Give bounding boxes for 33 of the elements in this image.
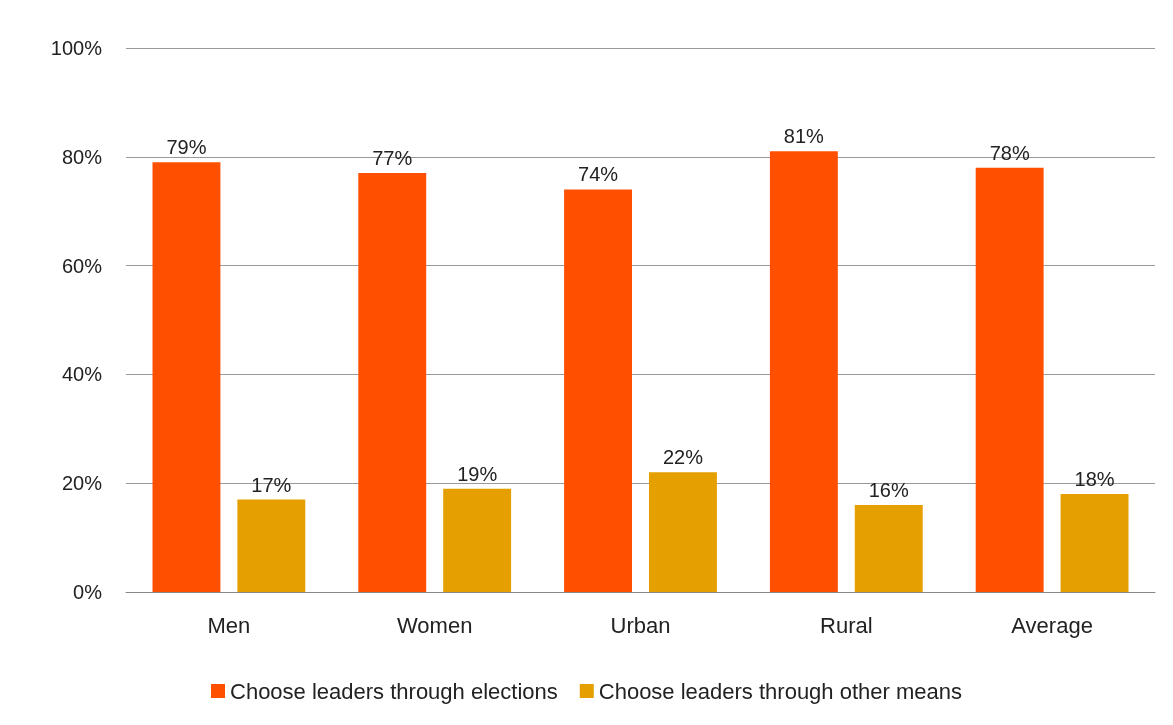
data-label: 18% [1074, 468, 1115, 491]
y-tick-label: 20% [61, 472, 103, 495]
bar [975, 167, 1044, 592]
data-label: 81% [783, 125, 825, 148]
x-tick-label: Women [397, 612, 473, 638]
y-tick-label: 40% [61, 363, 103, 386]
data-label: 74% [578, 163, 619, 186]
bar [854, 504, 923, 592]
x-tick-label: Rural [820, 612, 873, 638]
x-tick-label: Average [1011, 612, 1093, 638]
data-label: 22% [662, 446, 704, 469]
data-label: 78% [989, 141, 1030, 164]
x-tick-label: Men [207, 612, 251, 638]
bar [358, 173, 427, 592]
x-tick-label: Urban [610, 612, 671, 638]
y-tick-label: 0% [73, 581, 103, 603]
data-label: 16% [868, 478, 909, 501]
y-tick-label: 60% [61, 254, 103, 277]
legend-label: Choose leaders through elections [230, 678, 558, 704]
legend-label: Choose leaders through other means [598, 678, 962, 704]
bar [1060, 494, 1129, 592]
y-tick-label: 100% [50, 37, 103, 59]
bar [443, 488, 512, 592]
data-label: 79% [166, 136, 207, 159]
bar [648, 472, 717, 592]
data-label: 17% [251, 473, 292, 496]
bar [237, 499, 306, 592]
y-tick-label: 80% [61, 145, 103, 168]
bar [152, 162, 221, 592]
bar [564, 189, 633, 592]
data-label: 19% [457, 462, 498, 485]
data-label: 77% [372, 147, 413, 170]
bar [769, 151, 838, 592]
